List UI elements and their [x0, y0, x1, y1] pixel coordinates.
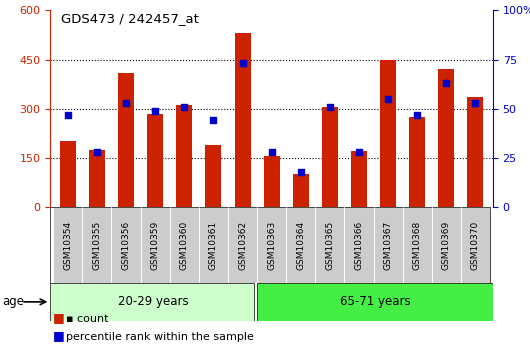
Point — [442, 80, 450, 86]
Text: ■: ■ — [53, 328, 65, 342]
Point — [267, 149, 276, 155]
Bar — [111, 207, 140, 283]
Text: GSM10370: GSM10370 — [471, 220, 480, 269]
Point — [238, 61, 247, 66]
Text: GSM10356: GSM10356 — [121, 220, 130, 269]
Point — [151, 108, 160, 114]
Point — [413, 112, 421, 117]
Bar — [50, 283, 254, 321]
Bar — [432, 207, 461, 283]
Bar — [60, 141, 76, 207]
Text: ▪ count: ▪ count — [66, 314, 109, 324]
Bar — [228, 207, 257, 283]
Text: GSM10362: GSM10362 — [238, 220, 247, 269]
Point — [384, 96, 392, 101]
Text: GSM10369: GSM10369 — [442, 220, 451, 269]
Bar — [293, 174, 309, 207]
Text: GSM10364: GSM10364 — [296, 220, 305, 269]
Point — [355, 149, 363, 155]
Bar — [286, 207, 315, 283]
Text: 20-29 years: 20-29 years — [118, 295, 189, 308]
Text: ■: ■ — [53, 311, 65, 324]
Bar — [315, 207, 344, 283]
Bar — [206, 145, 222, 207]
Bar — [344, 207, 374, 283]
Bar — [403, 207, 432, 283]
Text: GDS473 / 242457_at: GDS473 / 242457_at — [61, 12, 199, 25]
Text: GSM10365: GSM10365 — [325, 220, 334, 269]
Point — [180, 104, 189, 109]
Text: GSM10366: GSM10366 — [355, 220, 364, 269]
Bar — [53, 207, 82, 283]
Bar — [140, 207, 170, 283]
Text: GSM10360: GSM10360 — [180, 220, 189, 269]
Bar — [234, 33, 251, 207]
Bar — [89, 150, 105, 207]
Bar — [170, 207, 199, 283]
Bar — [380, 60, 396, 207]
Point — [64, 112, 72, 117]
Bar — [257, 207, 286, 283]
Point — [209, 118, 218, 123]
Text: 65-71 years: 65-71 years — [340, 295, 410, 308]
Point — [471, 100, 480, 106]
Text: age: age — [3, 295, 25, 308]
Text: GSM10361: GSM10361 — [209, 220, 218, 269]
Bar — [176, 106, 192, 207]
Text: GSM10355: GSM10355 — [92, 220, 101, 269]
Point — [93, 149, 101, 155]
Bar — [467, 97, 483, 207]
Bar — [263, 156, 280, 207]
Bar — [199, 207, 228, 283]
Bar — [438, 69, 454, 207]
Text: GSM10363: GSM10363 — [267, 220, 276, 269]
Point — [122, 100, 130, 106]
Text: GSM10368: GSM10368 — [413, 220, 422, 269]
Text: GSM10359: GSM10359 — [151, 220, 160, 269]
Bar — [374, 207, 403, 283]
Point — [325, 104, 334, 109]
Bar — [409, 117, 425, 207]
Bar — [82, 207, 111, 283]
Point — [296, 169, 305, 174]
Text: percentile rank within the sample: percentile rank within the sample — [66, 332, 254, 342]
Bar — [461, 207, 490, 283]
Bar — [322, 107, 338, 207]
Text: GSM10354: GSM10354 — [63, 220, 72, 269]
Bar — [118, 73, 134, 207]
Bar — [257, 283, 493, 321]
Text: GSM10367: GSM10367 — [384, 220, 393, 269]
Bar — [147, 114, 163, 207]
Bar — [351, 151, 367, 207]
